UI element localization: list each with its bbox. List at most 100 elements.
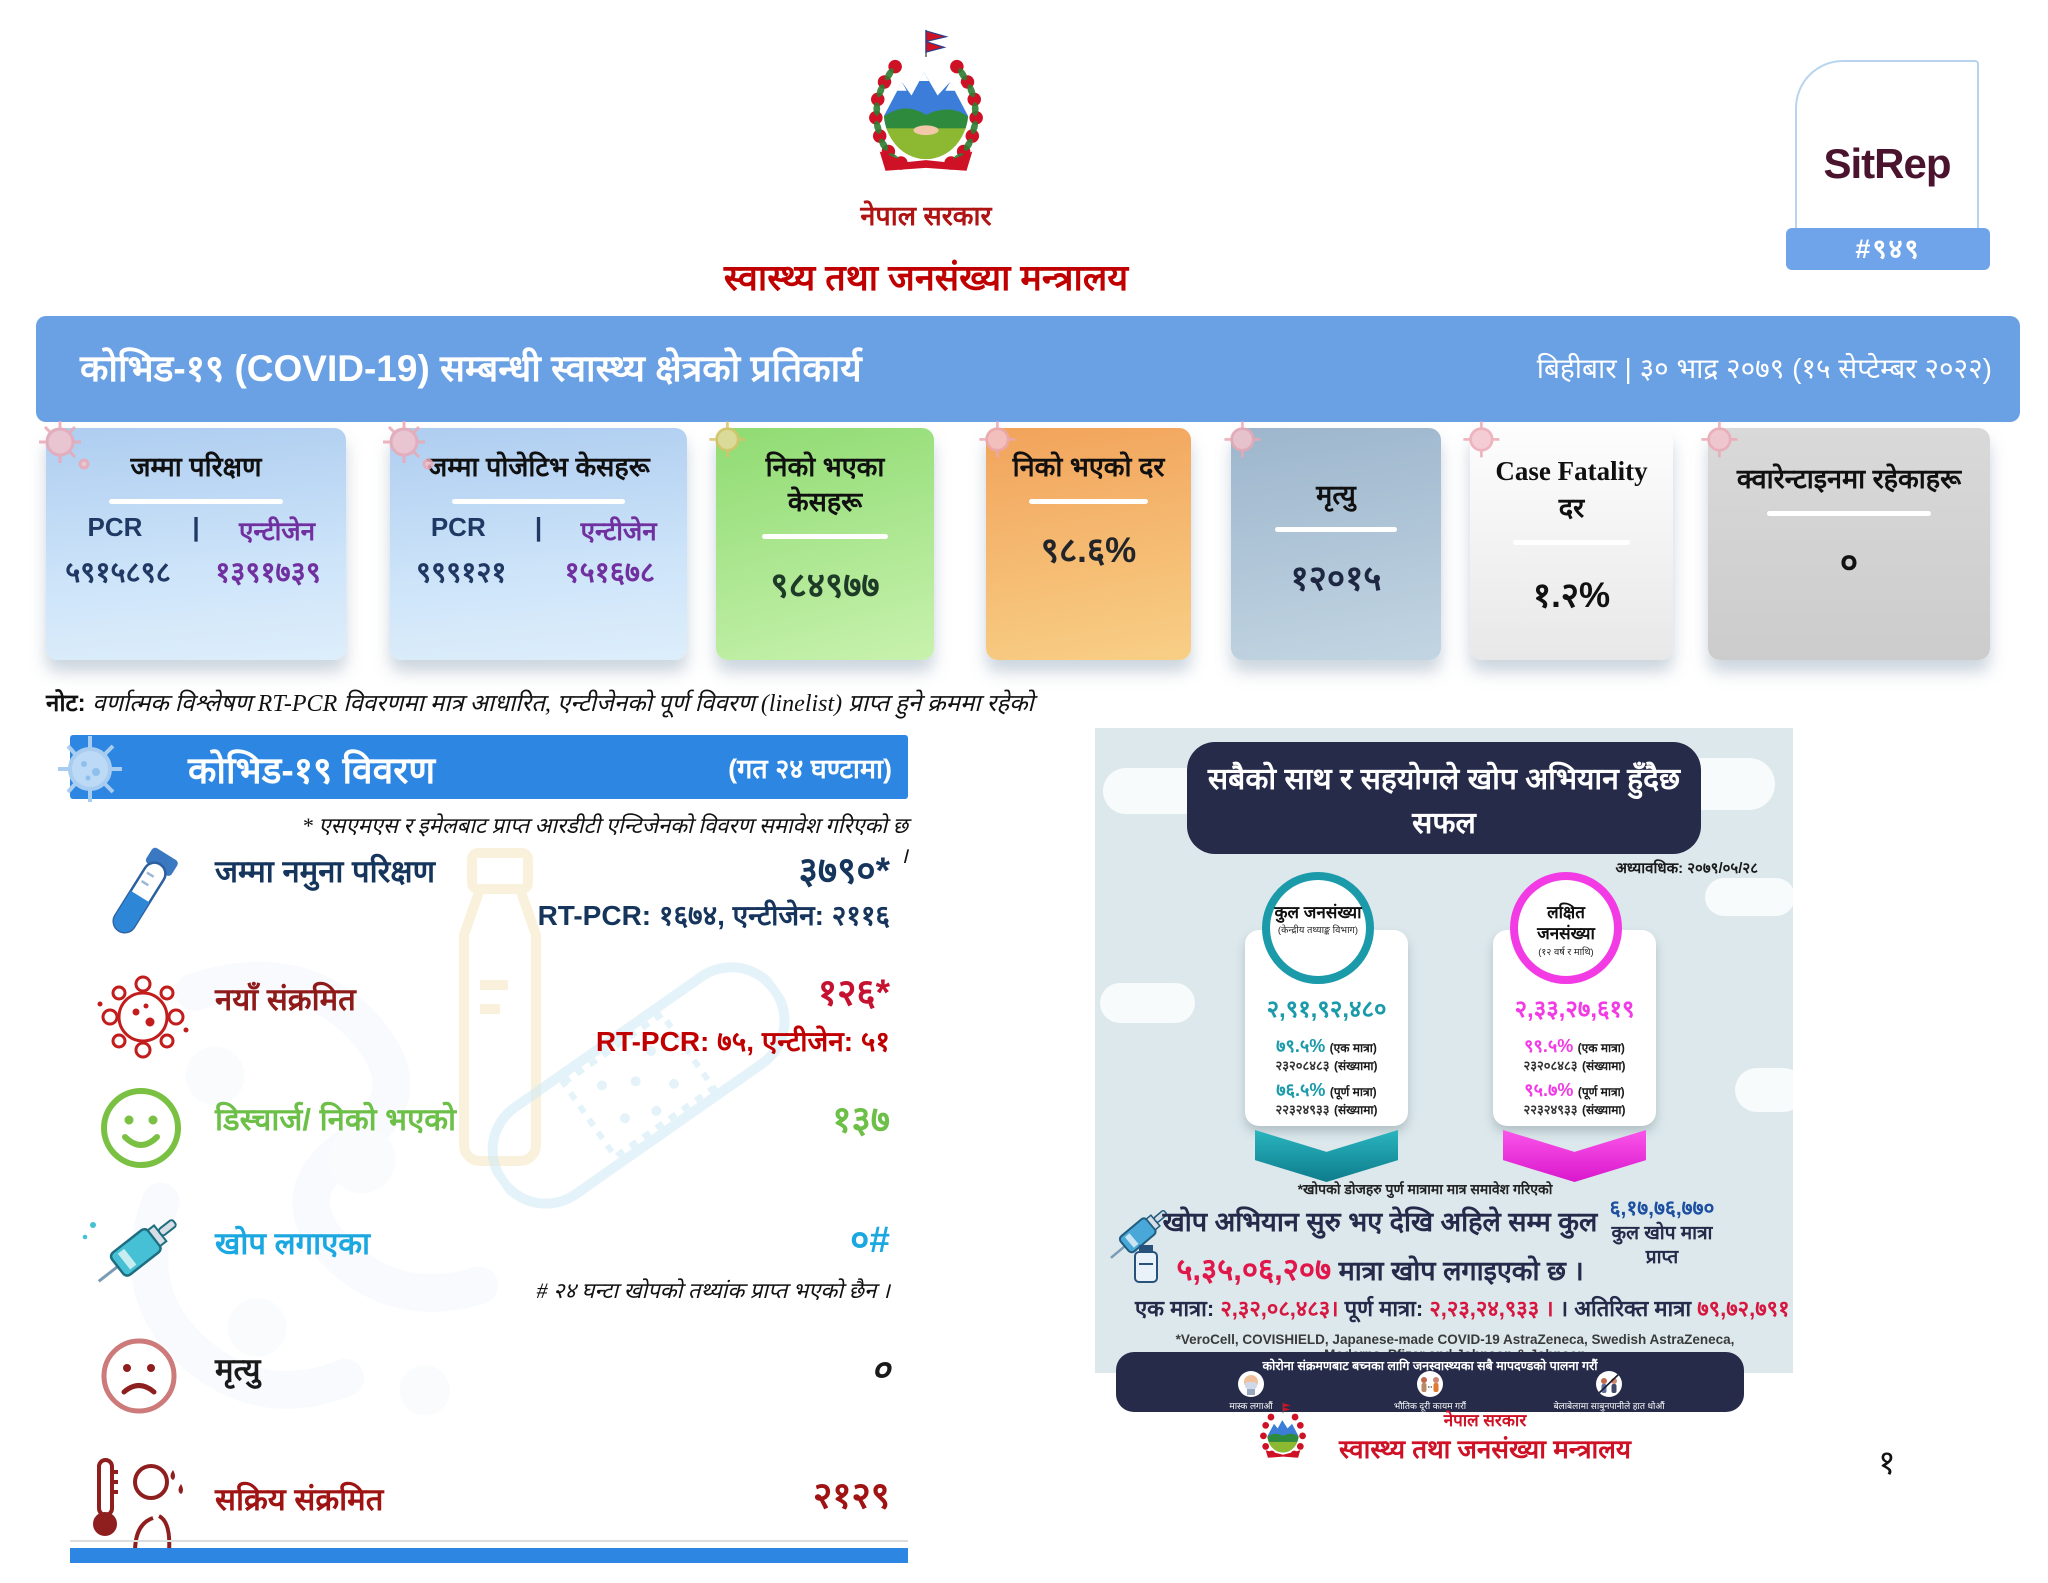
- bandage-watermark: [462, 935, 818, 1241]
- cloud-shape: [1735, 1068, 1805, 1112]
- row-note-vaccinated: # २४ घन्टा खोपको तथ्यांक प्राप्त भएको छै…: [536, 1278, 890, 1303]
- cloud-shape: [1100, 983, 1195, 1023]
- mask-icon: [1238, 1371, 1264, 1397]
- virus-icon: [1696, 416, 1750, 475]
- received-block: ६,१७,७६,७७० कुल खोप मात्रा प्राप्त: [1587, 1196, 1737, 1270]
- footer-ministry: स्वास्थ्य तथा जनसंख्या मन्त्रालय: [1339, 1434, 1631, 1464]
- circle-subtitle: (केन्द्रीय तथ्याङ्क विभाग): [1277, 925, 1359, 937]
- row-label-active: सक्रिय संक्रमित: [215, 1482, 384, 1517]
- row-value-vaccinated: ०#: [850, 1219, 890, 1260]
- card-divider: [1767, 511, 1931, 517]
- card-value: १२०१५: [1290, 559, 1382, 599]
- card-value: १.२%: [1532, 576, 1611, 616]
- note-label: नोट:: [46, 690, 86, 717]
- protocol-item-distance: भौतिक दूरी कायम गरौं: [1350, 1371, 1510, 1412]
- row-value-deaths: ०: [870, 1349, 890, 1390]
- sad-face-icon: [95, 1332, 183, 1425]
- card-title: निको भएका केसहरू: [765, 452, 885, 518]
- protocol-item-handwash: बेलाबेलामा साबुनपानीले हात धोऔं: [1529, 1371, 1689, 1412]
- campaign-line2-text: मात्रा खोप लगाइएको छ ।: [1338, 1256, 1584, 1286]
- pcr-antigen-labels: PCR | एन्टीजेन: [430, 512, 657, 547]
- card-title: जम्मा परिक्षण: [130, 452, 262, 482]
- sitrep-label: SitRep: [1823, 140, 1951, 187]
- row-label-new-infected: नयाँ संक्रमित: [215, 982, 356, 1017]
- virus-red-icon: [88, 962, 198, 1077]
- protocol-title: कोरोना संक्रमणबाट बच्नका लागि जनस्वास्थ्…: [1262, 1359, 1598, 1373]
- row-label-discharged: डिस्चार्ज/ निको भएको: [215, 1102, 457, 1137]
- population-total: २,९१,९२,४८०: [1266, 996, 1387, 1023]
- protocol-banner: कोरोना संक्रमणबाट बच्नका लागि जनस्वास्थ्…: [1116, 1352, 1744, 1412]
- government-label: नेपाल सरकार: [860, 201, 992, 231]
- covid-detail-note: * एसएमएस र इमेलबाट प्राप्त आरडीटी एन्टिज…: [301, 813, 908, 868]
- first-dose-line: ९९.५% (एक मात्रा): [1524, 1036, 1625, 1056]
- bottle-watermark: [420, 845, 580, 1180]
- virus-icon: [50, 728, 132, 815]
- vaccination-infographic: सबैको साथ र सहयोगले खोप अभियान हुँदैछ सफ…: [1095, 728, 1805, 1412]
- row-value-total-samples: ३७९०*: [798, 850, 890, 891]
- card-deaths: मृत्यु १२०१५: [1224, 421, 1441, 660]
- population-circle: कुल जनसंख्या (केन्द्रीय तथ्याङ्क विभाग): [1262, 872, 1374, 984]
- virus-icon: [974, 416, 1028, 475]
- card-total-tests: जम्मा परिक्षण PCR | एन्टीजेन ५९१५८९८ १३९…: [39, 421, 346, 660]
- row-sub-new-infected: RT-PCR: ७५, एन्टीजेन: ५१: [595, 1026, 890, 1057]
- first-dose-count-line: २३२०८४८३ (संख्यामा): [1275, 1058, 1378, 1073]
- received-total: ६,१७,७६,७७०: [1609, 1197, 1715, 1220]
- nepal-emblem-small: [1256, 1402, 1310, 1466]
- smiley-icon: [95, 1082, 187, 1179]
- footer-government: नेपाल सरकार: [1443, 1411, 1527, 1430]
- card-title-np: दर: [1558, 493, 1585, 524]
- card-quarantine: क्वारेन्टाइनमा रहेकाहरू ०: [1701, 421, 1990, 660]
- card-value: ९८४९७७: [770, 566, 880, 606]
- dose-breakdown-line: एक मात्रा: २,३२,०८,४८३। पूर्ण मात्रा: २,…: [1135, 1296, 1790, 1321]
- row-value-discharged: १३७: [832, 1099, 890, 1140]
- card-divider: [1275, 527, 1397, 533]
- card-divider: [1029, 499, 1148, 505]
- pcr-antigen-values: ५९१५८९८ १३९१७३९: [65, 557, 321, 590]
- protocol-item-mask: मास्क लगाऔं: [1171, 1371, 1331, 1412]
- card-divider: [761, 534, 889, 540]
- card-recovered: निको भएका केसहरू ९८४९७७: [709, 421, 934, 660]
- card-value: ९८.६%: [1040, 531, 1137, 571]
- ribbon-chevron: [1255, 1130, 1398, 1182]
- row-label-total-samples: जम्मा नमुना परिक्षण: [215, 854, 435, 889]
- sitrep-card: SitRep: [1795, 60, 1979, 232]
- report-title: कोभिड-१९ (COVID-19) सम्बन्धी स्वास्थ्य क…: [80, 348, 862, 389]
- sitrep-number-badge: #९४९: [1786, 228, 1990, 270]
- syringe-icon: [75, 1195, 195, 1315]
- full-dose-count-line: २२३२४९३३ (संख्यामा): [1523, 1102, 1626, 1117]
- circle-subtitle: (१२ वर्ष र माथि): [1538, 946, 1594, 958]
- full-dose-count-line: २२३२४९३३ (संख्यामा): [1275, 1102, 1378, 1117]
- population-circle: लक्षित जनसंख्या (१२ वर्ष र माथि): [1510, 872, 1622, 984]
- virus-icon: [34, 416, 94, 481]
- fever-person-icon: [85, 1452, 195, 1562]
- covid-detail-title: कोभिड-१९ विवरण: [188, 750, 436, 791]
- card-title: मृत्यु: [1316, 480, 1356, 510]
- card-case-fatality-rate: Case Fatality दर १.२%: [1463, 421, 1673, 660]
- report-note: नोट: वर्णात्मक विश्लेषण RT-PCR विवरणमा म…: [46, 686, 1246, 719]
- campaign-total: ५,३५,०६,२०७: [1176, 1252, 1332, 1287]
- card-title: क्वारेन्टाइनमा रहेकाहरू: [1736, 464, 1962, 494]
- row-value-active: २१२९: [813, 1475, 890, 1516]
- row-label-vaccinated: खोप लगाएका: [215, 1226, 371, 1261]
- virus-icon: [378, 416, 438, 481]
- first-dose-line: ७९.५% (एक मात्रा): [1276, 1036, 1377, 1056]
- report-date: बिहीबार | ३० भाद्र २०७९ (१५ सेप्टेम्बर २…: [1536, 353, 1992, 384]
- circle-title: लक्षित जनसंख्या: [1537, 903, 1595, 944]
- row-value-new-infected: १२६*: [817, 972, 890, 1013]
- vaccination-banner: सबैको साथ र सहयोगले खोप अभियान हुँदैछ सफ…: [1187, 742, 1701, 854]
- ribbon-chevron: [1503, 1130, 1646, 1182]
- received-label1: कुल खोप मात्रा: [1611, 1223, 1713, 1245]
- circle-title: कुल जनसंख्या: [1274, 903, 1362, 922]
- row-sub-total-samples: RT-PCR: १६७४, एन्टीजेन: २११६: [537, 900, 890, 931]
- row-label-deaths: मृत्यु: [215, 1352, 261, 1387]
- pcr-antigen-labels: PCR | एन्टीजेन: [87, 512, 316, 547]
- card-title: जम्मा पोजेटिभ केसहरू: [427, 452, 650, 482]
- full-dose-line: ९५.७% (पूर्ण मात्रा): [1524, 1080, 1625, 1100]
- virus-icon: [704, 416, 758, 475]
- divider: [70, 1540, 908, 1542]
- first-dose-count-line: २३२०८४८३ (संख्यामा): [1523, 1058, 1626, 1073]
- card-value: ०: [1839, 543, 1859, 583]
- card-recovery-rate: निको भएको दर ९८.६%: [979, 421, 1191, 660]
- cloud-shape: [1705, 878, 1795, 916]
- card-divider: [109, 499, 283, 505]
